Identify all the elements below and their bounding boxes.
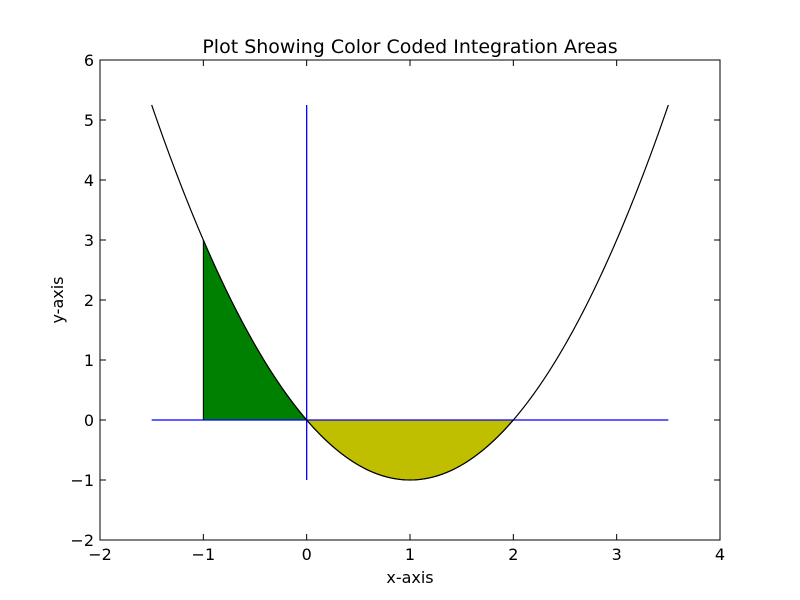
x-axis-label: x-axis	[386, 568, 433, 587]
parabola-series-line	[151, 104, 669, 481]
axes: −2 −1 0 1 2 3 4 −2 −1 0 1 2 3 4 5 6	[70, 51, 725, 564]
y-tick-label: 3	[84, 231, 94, 250]
y-tick-label: 6	[84, 51, 94, 70]
y-tick-label: 2	[84, 291, 94, 310]
y-tick-label: −1	[70, 471, 94, 490]
y-tick-label: 1	[84, 351, 94, 370]
x-tick-label: 1	[405, 545, 415, 564]
x-tick-label: −1	[192, 545, 216, 564]
filled-region-1	[202, 239, 308, 421]
chart-title: Plot Showing Color Coded Integration Are…	[202, 36, 617, 58]
y-tick-label: 0	[84, 411, 94, 430]
x-tick-label: 4	[715, 545, 725, 564]
y-tick-label: 4	[84, 171, 94, 190]
y-axis-label: y-axis	[48, 276, 67, 323]
y-tick-label: −2	[70, 531, 94, 550]
x-tick-label: −2	[88, 545, 112, 564]
x-tick-label: 2	[508, 545, 518, 564]
x-tick-label: 3	[612, 545, 622, 564]
y-tick-label: 5	[84, 111, 94, 130]
plot-area	[151, 104, 669, 481]
x-tick-label: 0	[302, 545, 312, 564]
